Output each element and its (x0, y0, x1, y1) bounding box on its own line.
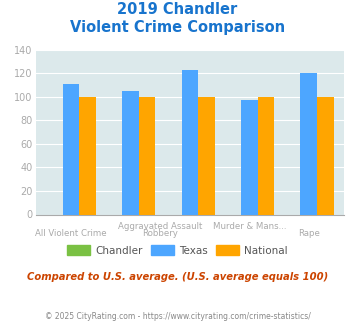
Bar (122, 91, 139, 214)
Text: Rape: Rape (298, 229, 320, 238)
Text: Violent Crime Comparison: Violent Crime Comparison (70, 20, 285, 35)
Bar (198, 97, 215, 214)
Bar (80, 97, 96, 214)
Text: Robbery: Robbery (142, 229, 178, 238)
Text: All Violent Crime: All Violent Crime (36, 229, 107, 238)
Text: Compared to U.S. average. (U.S. average equals 100): Compared to U.S. average. (U.S. average … (27, 272, 328, 282)
Text: 2019 Chandler: 2019 Chandler (118, 2, 237, 16)
Text: © 2025 CityRating.com - https://www.cityrating.com/crime-statistics/: © 2025 CityRating.com - https://www.city… (45, 312, 310, 321)
Text: Aggravated Assault: Aggravated Assault (118, 222, 202, 231)
Bar (300, 73, 317, 215)
Bar (241, 100, 258, 214)
Bar (182, 70, 198, 214)
Bar (317, 97, 334, 214)
Bar (258, 97, 274, 214)
Legend: Chandler, Texas, National: Chandler, Texas, National (63, 241, 292, 260)
Bar (63, 84, 80, 214)
Bar (139, 97, 155, 214)
Text: Murder & Mans...: Murder & Mans... (213, 222, 286, 231)
